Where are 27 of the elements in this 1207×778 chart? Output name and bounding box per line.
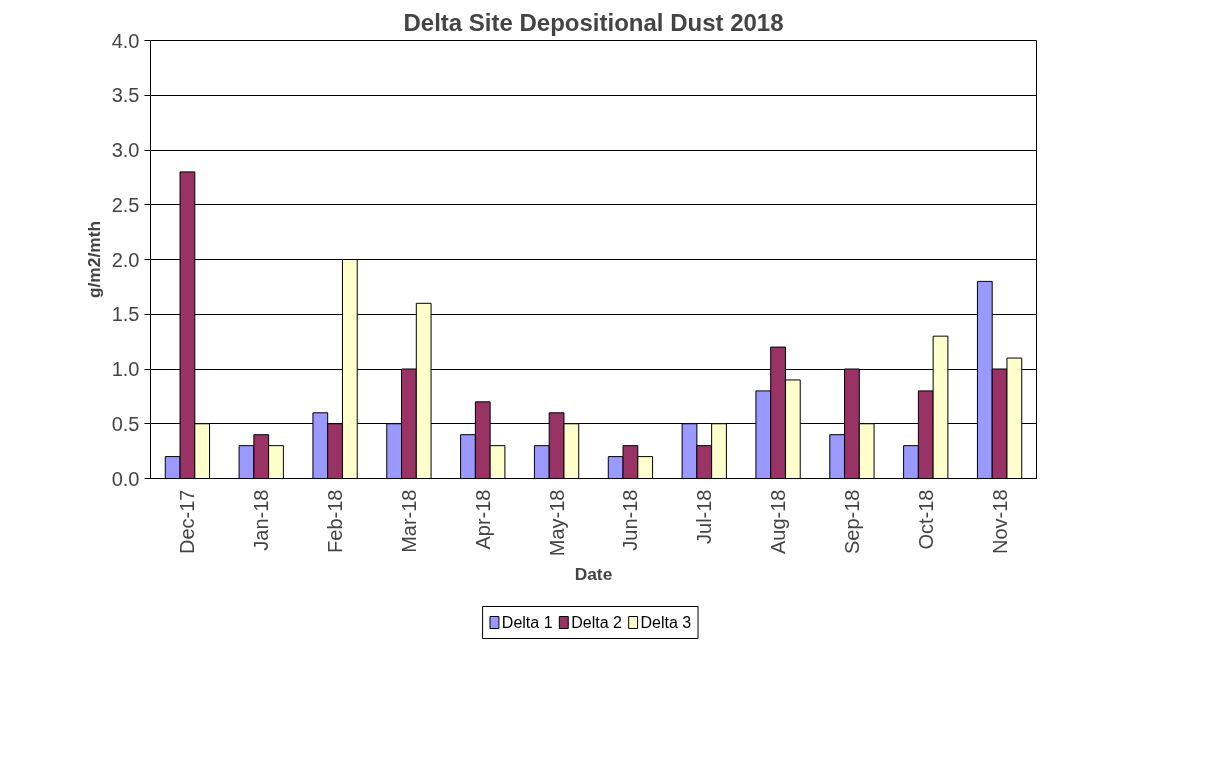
legend-label: Delta 2 xyxy=(571,614,623,631)
y-tick-label: 0.5 xyxy=(111,412,140,435)
x-tick-label: Aug-18 xyxy=(767,489,790,554)
y-tick-label: 0.0 xyxy=(111,467,140,490)
y-tick-label: 2.5 xyxy=(111,193,140,216)
y-tick-label: 3.5 xyxy=(111,84,140,107)
x-tick-label: Oct-18 xyxy=(914,489,937,550)
y-tick-label: 1.0 xyxy=(111,358,140,380)
legend-label: Delta 1 xyxy=(501,614,553,631)
x-tick-label: Jan-18 xyxy=(250,489,273,551)
x-tick-label: Sep-18 xyxy=(840,489,863,554)
x-axis-title: Date xyxy=(574,564,613,585)
x-tick-label: May-18 xyxy=(545,489,568,557)
y-tick-label: 3.0 xyxy=(111,139,140,161)
chart-title: Delta Site Depositional Dust 2018 xyxy=(403,8,784,36)
y-tick-label: 4.0 xyxy=(111,29,140,52)
x-tick-label: Jul-18 xyxy=(693,489,716,544)
x-tick-label: Nov-18 xyxy=(988,489,1011,554)
x-tick-label: Feb-18 xyxy=(324,489,347,553)
x-tick-label: Dec-17 xyxy=(176,489,199,554)
y-axis-title: g/m2/mth xyxy=(83,220,104,299)
y-tick-label: 1.5 xyxy=(111,303,140,326)
legend-label: Delta 3 xyxy=(640,614,692,631)
x-tick-label: Mar-18 xyxy=(397,489,420,553)
x-tick-label: Apr-18 xyxy=(471,489,494,550)
y-tick-label: 2.0 xyxy=(111,248,140,271)
x-tick-label: Jun-18 xyxy=(619,489,642,551)
